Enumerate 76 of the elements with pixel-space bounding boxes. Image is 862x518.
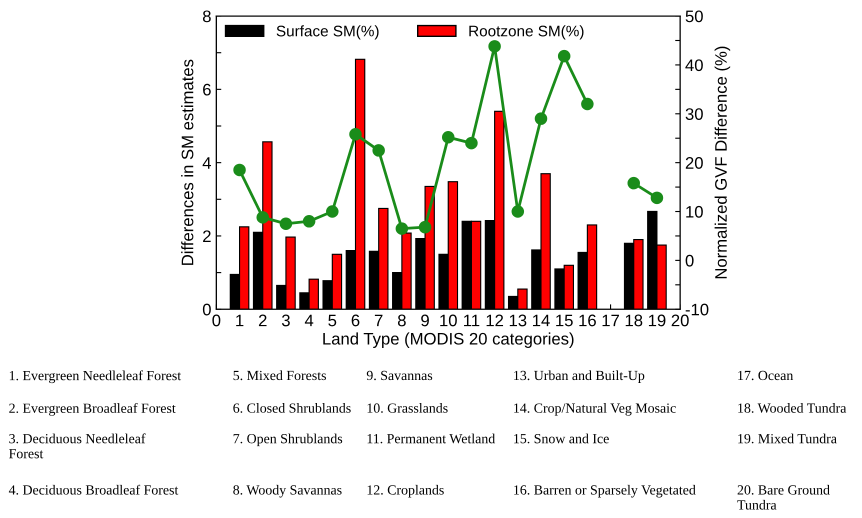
point [372, 144, 385, 157]
x-tick-label: 3 [282, 314, 290, 326]
y2-tick-label: 20 [686, 157, 703, 169]
x-tick-label: 19 [648, 314, 666, 326]
point [442, 130, 454, 144]
x-tick-label: 17 [602, 314, 619, 326]
x-tick-label: 8 [398, 314, 406, 326]
x-tick-label: 0 [212, 314, 220, 326]
y2-tick-label: 30 [686, 108, 703, 120]
x-tick-label: 1 [236, 314, 244, 326]
point [280, 217, 292, 230]
point [233, 164, 246, 176]
point [534, 112, 548, 125]
x-tick-label: 5 [328, 314, 336, 326]
point [465, 136, 478, 150]
y2-tick-label: 10 [686, 206, 703, 218]
text: 19. Mixed Tundra [738, 434, 837, 444]
text: 17. Ocean [738, 370, 794, 380]
point [558, 50, 570, 62]
point [396, 222, 408, 235]
text: 20. Bare Ground Tundra [737, 484, 830, 510]
x-tick-label: 7 [374, 314, 382, 326]
legend-label: Surface SM(%) [276, 25, 379, 40]
x-tick-label: 12 [486, 314, 504, 326]
y-axis-title: Differences in SM estimates [181, 60, 194, 265]
point [302, 215, 316, 228]
x-tick-label: 10 [440, 314, 457, 326]
y2-tick-label: 40 [685, 59, 703, 72]
x-tick-label: 11 [464, 314, 480, 326]
x-tick-label: 18 [626, 314, 642, 326]
text: 12. Croplands [368, 484, 444, 498]
y-tick-label: 0 [202, 304, 211, 316]
y2-tick-label: -10 [686, 304, 708, 316]
text: 13. Urban and Built-Up [514, 370, 644, 383]
legend-label: Rootzone SM(%) [469, 25, 584, 40]
y2-tick-label: 0 [686, 254, 694, 267]
point [349, 128, 362, 141]
text: 4. Deciduous Broadleaf Forest [8, 484, 178, 495]
point [418, 220, 432, 234]
x-tick-label: 20 [672, 314, 689, 326]
point [256, 211, 269, 224]
x-tick-label: 14 [532, 314, 550, 326]
x-tick-label: 6 [352, 314, 360, 326]
text: 11. Permanent Wetland [368, 434, 496, 444]
y-tick-label: 2 [203, 230, 211, 242]
text: 14. Crop/Natural Veg Mosaic [514, 403, 676, 416]
point [326, 205, 339, 218]
point [627, 176, 640, 190]
text: 3. Deciduous Needleleaf Forest [9, 433, 146, 458]
text: 10. Grasslands [368, 403, 448, 413]
y-tick-label: 4 [202, 157, 212, 169]
x-tick-label: 16 [579, 314, 596, 326]
y2-tick-label: 50 [686, 10, 703, 22]
y-tick-label: 8 [202, 10, 211, 22]
point [488, 40, 501, 53]
text: 15. Snow and Ice [514, 434, 609, 444]
text: 9. Savannas [366, 370, 432, 380]
text: 6. Closed Shrublands [233, 403, 351, 413]
point [581, 98, 594, 110]
text: 2. Evergreen Broadleaf Forest [9, 403, 176, 416]
x-axis-title: Land Type (MODIS 20 categories) [323, 332, 574, 348]
x-tick-label: 2 [258, 314, 267, 326]
x-tick-label: 13 [510, 314, 526, 326]
y2-axis-title: Normalized GVF Difference (%) [714, 46, 730, 278]
y-tick-label: 6 [203, 84, 211, 96]
point [512, 205, 524, 218]
x-tick-label: 9 [421, 314, 429, 326]
text: 5. Mixed Forests [234, 370, 326, 380]
text: 7. Open Shrublands [234, 434, 342, 446]
x-tick-label: 4 [304, 314, 314, 326]
x-tick-label: 15 [556, 314, 573, 326]
text: 16. Barren or Sparsely Vegetated [514, 484, 696, 498]
point [650, 192, 664, 204]
text: 1. Evergreen Needleleaf Forest [10, 370, 182, 384]
text: 18. Wooded Tundra [738, 403, 846, 413]
text: 8. Woody Savannas [233, 484, 342, 498]
